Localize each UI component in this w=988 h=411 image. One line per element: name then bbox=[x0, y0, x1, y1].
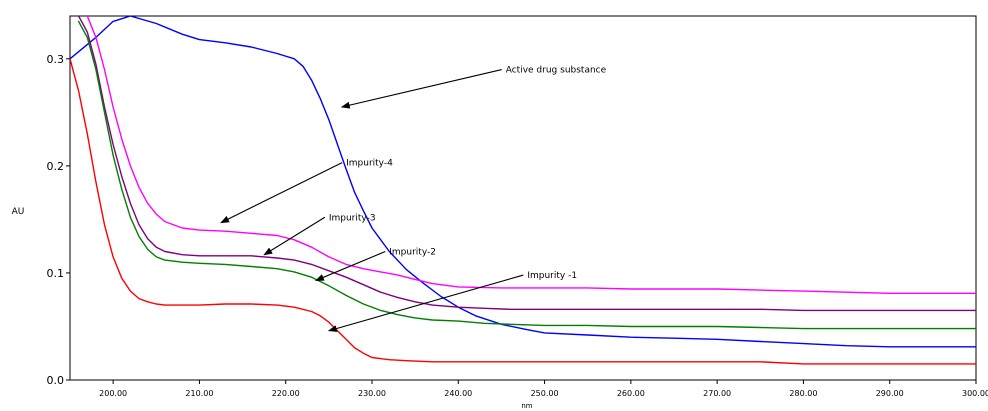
series-layer bbox=[70, 16, 976, 365]
x-axis: 200.00 210.00 220.00 230.00 240.00 250.00 260.… bbox=[99, 380, 988, 398]
series-line-impurity-2 bbox=[77, 20, 976, 330]
y-tick-label: 0.3 bbox=[47, 53, 65, 66]
y-tick-label: 0.0 bbox=[47, 374, 65, 387]
series-line-impurity-4 bbox=[86, 16, 976, 294]
x-tick-label: 300.00 bbox=[962, 389, 988, 398]
annotation-arrow bbox=[327, 274, 524, 332]
annotation-label: Active drug substance bbox=[506, 66, 607, 76]
annotation-label: Impurity -1 bbox=[527, 271, 577, 281]
y-tick-label: 0.2 bbox=[47, 160, 65, 173]
x-tick-label: 230.00 bbox=[358, 389, 386, 398]
annotation-label: Impurity-4 bbox=[346, 159, 393, 169]
annotation-arrow bbox=[340, 68, 502, 109]
x-tick-label: 240.00 bbox=[444, 389, 472, 398]
x-tick-label: 270.00 bbox=[703, 389, 731, 398]
annotation-label: Impurity-3 bbox=[329, 213, 376, 223]
annotation-arrow bbox=[220, 162, 343, 224]
x-tick-label: 250.00 bbox=[531, 389, 559, 398]
x-tick-label: 220.00 bbox=[272, 389, 300, 398]
y-axis: 0.0 0.1 0.2 0.3 bbox=[47, 53, 70, 387]
x-tick-label: 280.00 bbox=[789, 389, 817, 398]
annotation-arrow bbox=[263, 216, 326, 256]
annotation-label: Impurity-2 bbox=[389, 248, 436, 258]
y-axis-label: AU bbox=[12, 207, 25, 217]
x-tick-label: 260.00 bbox=[617, 389, 645, 398]
x-tick-label: 210.00 bbox=[185, 389, 213, 398]
plot-area-frame bbox=[69, 15, 977, 381]
annotation-layer: Active drug substance Impurity-4 Impurity-… bbox=[220, 66, 607, 332]
y-tick-label: 0.1 bbox=[47, 267, 65, 280]
series-line-impurity-3 bbox=[77, 16, 976, 312]
annotation-arrow bbox=[314, 251, 386, 281]
x-tick-label: 200.00 bbox=[99, 389, 127, 398]
x-tick-label: 290.00 bbox=[876, 389, 904, 398]
series-line-active-drug-substance bbox=[70, 16, 976, 348]
x-axis-label: nm bbox=[521, 402, 532, 410]
